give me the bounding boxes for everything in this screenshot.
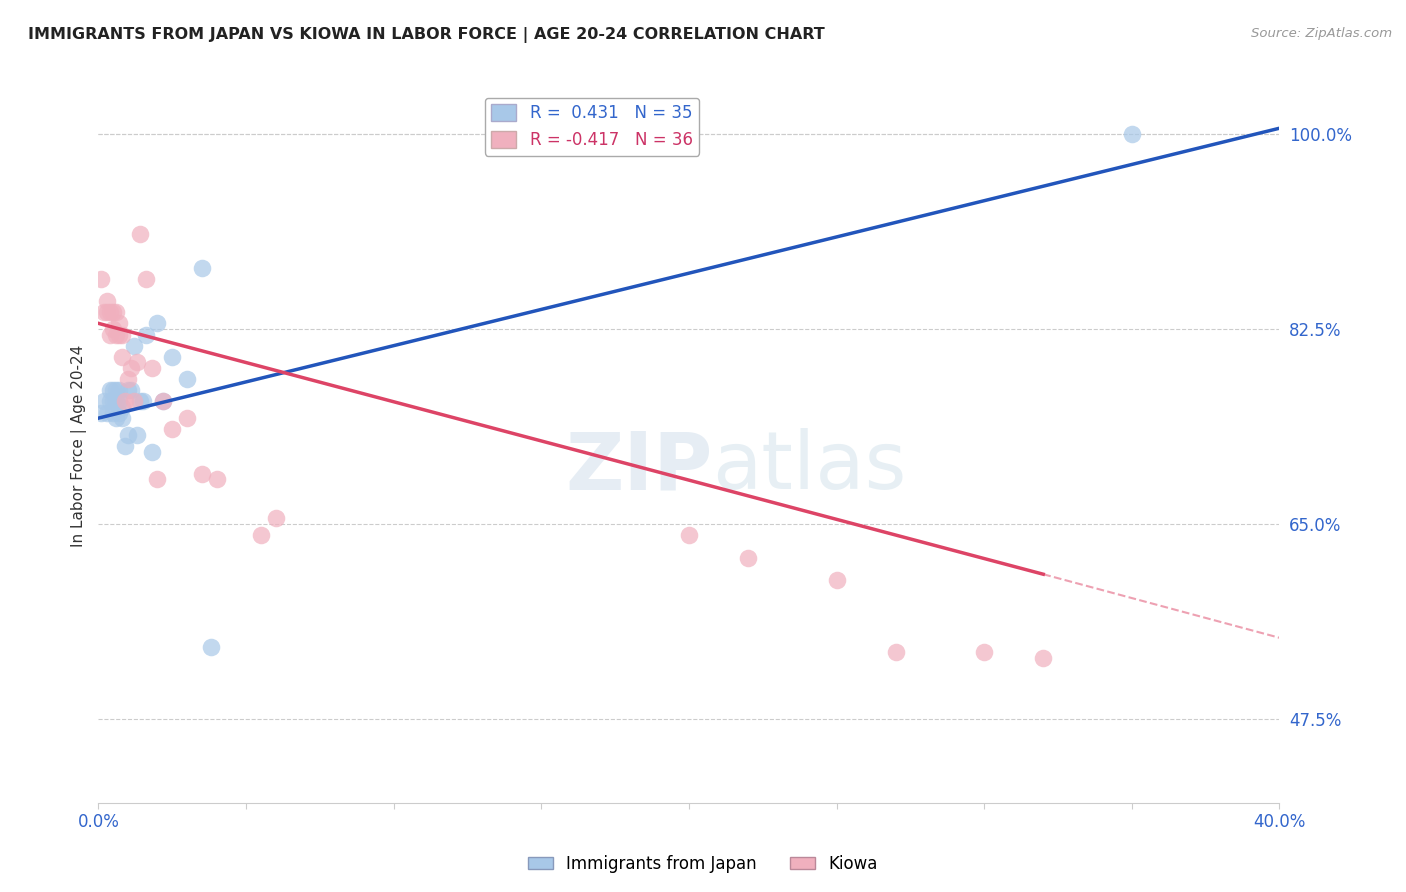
- Point: [678, 528, 700, 542]
- Point: [132, 394, 155, 409]
- Point: [105, 305, 128, 319]
- Point: [103, 394, 125, 409]
- Point: [122, 394, 145, 409]
- Point: [501, 127, 523, 141]
- Point: [152, 394, 174, 409]
- Point: [103, 384, 125, 398]
- Point: [146, 317, 169, 331]
- Point: [120, 384, 142, 398]
- Point: [152, 394, 174, 409]
- Point: [114, 439, 136, 453]
- Point: [135, 271, 157, 285]
- Point: [884, 645, 907, 659]
- Point: [973, 645, 995, 659]
- Point: [90, 271, 112, 285]
- Text: ZIP: ZIP: [565, 428, 713, 507]
- Point: [93, 305, 115, 319]
- Point: [146, 473, 169, 487]
- Point: [200, 640, 222, 654]
- Point: [176, 411, 198, 425]
- Point: [125, 355, 148, 369]
- Y-axis label: In Labor Force | Age 20-24: In Labor Force | Age 20-24: [72, 345, 87, 547]
- Point: [117, 428, 139, 442]
- Point: [125, 428, 148, 442]
- Point: [96, 405, 118, 420]
- Point: [93, 394, 115, 409]
- Point: [108, 405, 131, 420]
- Point: [108, 327, 131, 342]
- Point: [117, 384, 139, 398]
- Point: [98, 384, 121, 398]
- Point: [191, 260, 214, 275]
- Point: [1032, 651, 1054, 665]
- Point: [90, 405, 112, 420]
- Point: [191, 467, 214, 481]
- Text: atlas: atlas: [713, 428, 907, 507]
- Point: [486, 127, 509, 141]
- Point: [108, 384, 131, 398]
- Point: [105, 411, 128, 425]
- Legend: R =  0.431   N = 35, R = -0.417   N = 36: R = 0.431 N = 35, R = -0.417 N = 36: [485, 97, 699, 155]
- Point: [103, 322, 125, 336]
- Point: [122, 338, 145, 352]
- Point: [98, 327, 121, 342]
- Point: [96, 293, 118, 308]
- Point: [96, 305, 118, 319]
- Point: [111, 400, 134, 414]
- Point: [162, 350, 183, 364]
- Point: [141, 444, 163, 458]
- Point: [135, 327, 157, 342]
- Point: [111, 350, 134, 364]
- Point: [205, 473, 228, 487]
- Point: [176, 372, 198, 386]
- Point: [105, 394, 128, 409]
- Point: [737, 550, 759, 565]
- Point: [825, 573, 848, 587]
- Point: [98, 305, 121, 319]
- Point: [105, 384, 128, 398]
- Point: [162, 422, 183, 436]
- Point: [98, 394, 121, 409]
- Point: [103, 405, 125, 420]
- Point: [108, 394, 131, 409]
- Point: [250, 528, 273, 542]
- Point: [1121, 127, 1143, 141]
- Legend: Immigrants from Japan, Kiowa: Immigrants from Japan, Kiowa: [522, 848, 884, 880]
- Point: [103, 305, 125, 319]
- Point: [128, 227, 150, 241]
- Point: [111, 327, 134, 342]
- Point: [111, 411, 134, 425]
- Point: [141, 361, 163, 376]
- Text: Source: ZipAtlas.com: Source: ZipAtlas.com: [1251, 27, 1392, 40]
- Text: IMMIGRANTS FROM JAPAN VS KIOWA IN LABOR FORCE | AGE 20-24 CORRELATION CHART: IMMIGRANTS FROM JAPAN VS KIOWA IN LABOR …: [28, 27, 825, 43]
- Point: [117, 372, 139, 386]
- Point: [105, 327, 128, 342]
- Point: [264, 511, 287, 525]
- Point: [108, 317, 131, 331]
- Point: [114, 394, 136, 409]
- Point: [120, 361, 142, 376]
- Point: [128, 394, 150, 409]
